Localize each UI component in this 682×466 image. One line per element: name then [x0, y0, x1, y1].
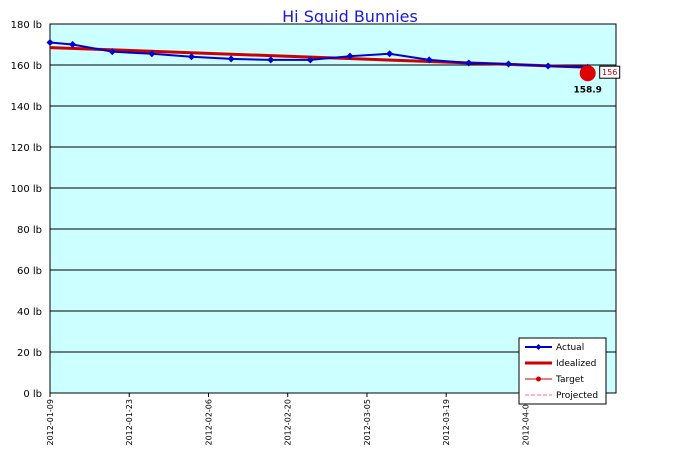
y-tick-label: 80 lb — [17, 225, 42, 236]
legend-label: Idealized — [556, 359, 596, 369]
x-tick-label: 2012-02-20 — [284, 399, 293, 446]
y-tick-label: 20 lb — [17, 348, 42, 359]
target-value-box — [599, 65, 621, 79]
y-tick-label: 0 lb — [23, 389, 42, 400]
legend-box — [518, 337, 607, 405]
actual-point — [188, 53, 195, 61]
chart-title: Hi Squid Bunnies — [282, 7, 418, 26]
x-tick-label: 2012-04-02 — [521, 399, 530, 446]
x-tick-label: 2012-02-06 — [204, 399, 213, 446]
y-tick-label: 140 lb — [11, 102, 42, 113]
actual-point — [267, 56, 275, 64]
x-tick-label: 2012-03-05 — [363, 399, 372, 446]
target-value-label: 156 — [602, 68, 617, 77]
y-tick-label: 120 lb — [11, 143, 42, 154]
actual-point — [108, 48, 116, 56]
actual-point — [465, 59, 473, 67]
y-tick-label: 40 lb — [17, 307, 42, 318]
legend-label: Target — [555, 375, 584, 385]
y-tick-label: 100 lb — [11, 184, 42, 195]
legend-label: Projected — [556, 391, 598, 401]
legend-label: Actual — [556, 343, 584, 353]
actual-point — [227, 55, 235, 63]
x-tick-label: 2012-01-23 — [125, 399, 134, 446]
actual-point — [69, 41, 77, 48]
actual-point — [346, 52, 354, 60]
plot-area — [49, 23, 617, 394]
target-point — [579, 65, 596, 82]
actual-point — [425, 56, 433, 64]
x-tick-label: 2012-01-09 — [46, 399, 55, 446]
x-tick-label: 2012-03-19 — [442, 399, 451, 446]
actual-point — [386, 50, 394, 58]
y-tick-label: 180 lb — [11, 20, 42, 31]
actual-point — [504, 60, 512, 68]
legend-marker-target — [536, 376, 541, 382]
actual-point — [544, 62, 552, 70]
actual-point — [46, 38, 54, 46]
actual-point — [306, 56, 314, 64]
y-tick-label: 60 lb — [17, 266, 42, 277]
current-weight-label: 158.9 — [573, 85, 601, 95]
legend-marker-actual — [535, 344, 542, 350]
y-tick-label: 160 lb — [11, 61, 42, 72]
actual-point — [148, 50, 156, 58]
